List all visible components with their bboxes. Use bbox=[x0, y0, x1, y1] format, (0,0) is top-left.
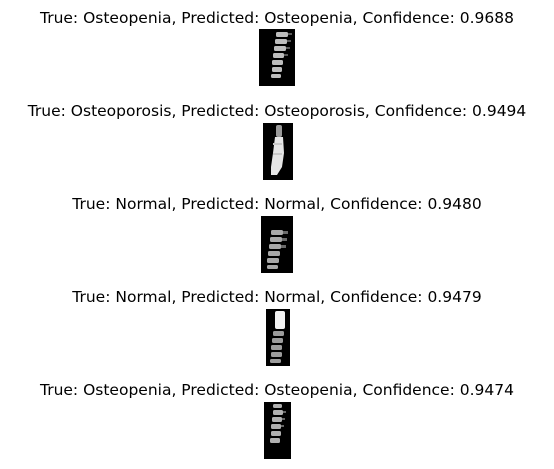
panel-title-3: True: Normal, Predicted: Normal, Confide… bbox=[72, 195, 482, 213]
spine-xray-icon bbox=[271, 32, 292, 78]
spine-xray-icon bbox=[271, 125, 284, 175]
spine-xray-image-4 bbox=[266, 309, 290, 366]
spine-xray-icon bbox=[267, 230, 288, 269]
panel-title-2: True: Osteoporosis, Predicted: Osteoporo… bbox=[27, 102, 527, 120]
panel-title-1: True: Osteopenia, Predicted: Osteopenia,… bbox=[40, 9, 514, 27]
spine-xray-image-3 bbox=[261, 216, 293, 273]
panel-title-4: True: Normal, Predicted: Normal, Confide… bbox=[72, 288, 482, 306]
spine-xray-icon bbox=[270, 311, 285, 363]
spine-xray-image-2 bbox=[263, 123, 293, 180]
spine-xray-image-1 bbox=[259, 29, 295, 86]
panel-title-5: True: Osteopenia, Predicted: Osteopenia,… bbox=[40, 381, 514, 399]
spine-xray-icon bbox=[270, 404, 286, 443]
spine-xray-image-5 bbox=[264, 402, 291, 459]
